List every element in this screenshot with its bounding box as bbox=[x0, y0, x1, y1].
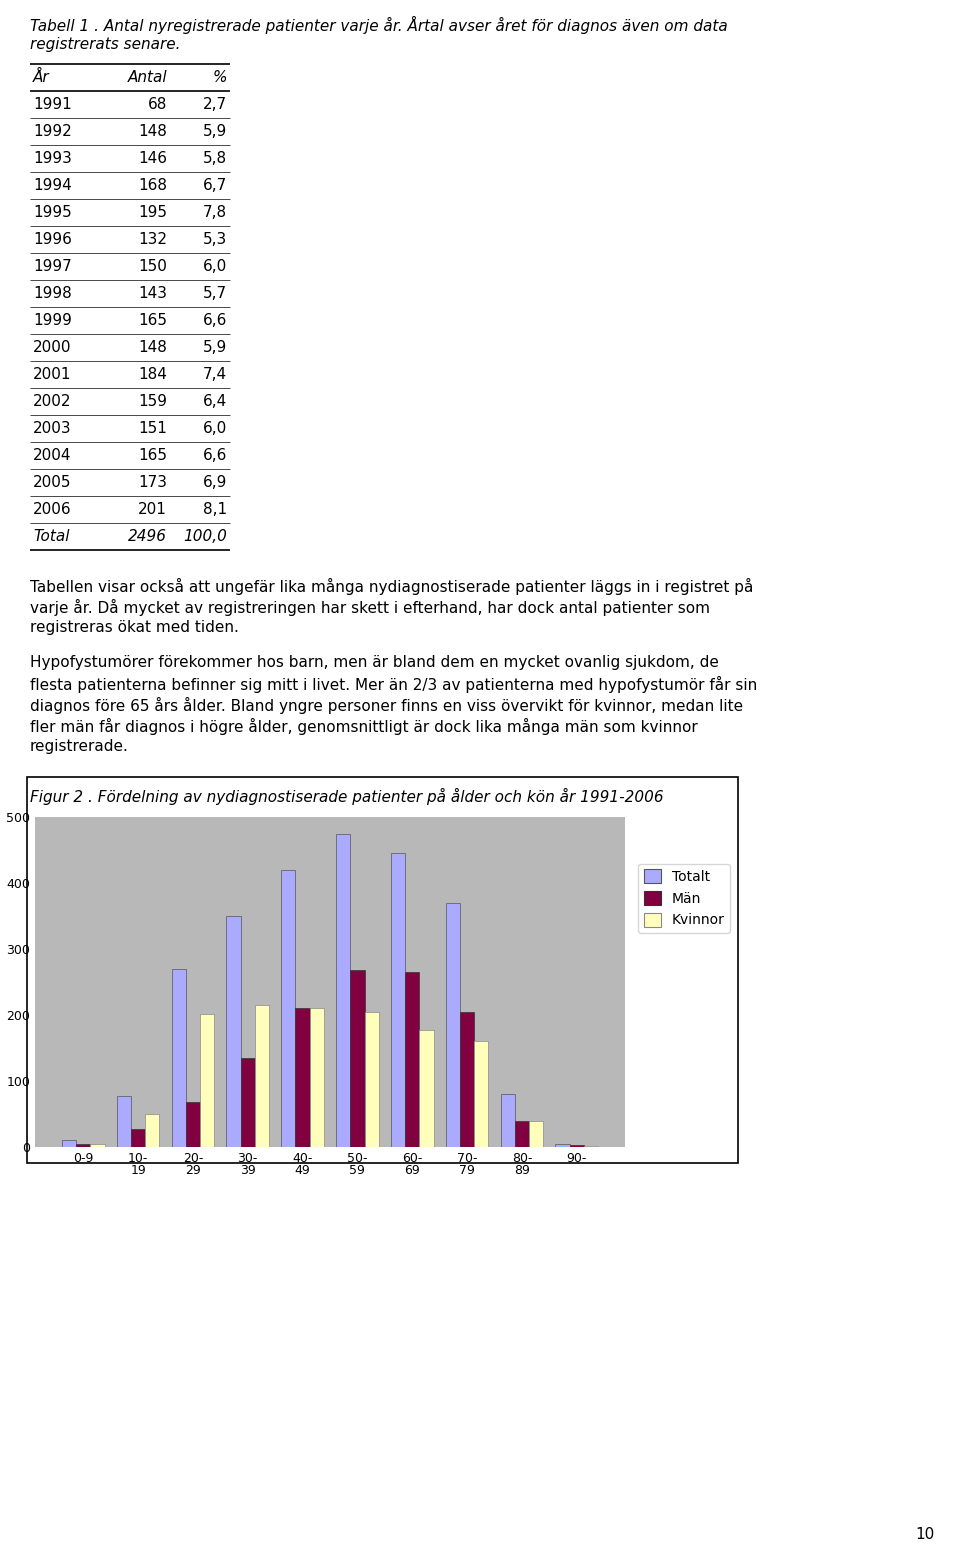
Text: varje år. Då mycket av registreringen har skett i efterhand, har dock antal pati: varje år. Då mycket av registreringen ha… bbox=[30, 599, 710, 616]
Text: 159: 159 bbox=[138, 395, 167, 409]
Text: 1997: 1997 bbox=[33, 259, 72, 275]
Text: 5,8: 5,8 bbox=[203, 151, 227, 165]
Text: Tabellen visar också att ungefär lika många nydiagnostiserade patienter läggs in: Tabellen visar också att ungefär lika må… bbox=[30, 579, 754, 594]
Text: 2006: 2006 bbox=[33, 502, 72, 516]
Bar bbox=[131, 1128, 145, 1147]
Text: 6,4: 6,4 bbox=[203, 395, 227, 409]
Text: 2004: 2004 bbox=[33, 448, 71, 463]
Text: fler män får diagnos i högre ålder, genomsnittligt är dock lika många män som kv: fler män får diagnos i högre ålder, geno… bbox=[30, 718, 698, 735]
Text: 1996: 1996 bbox=[33, 232, 72, 246]
Text: flesta patienterna befinner sig mitt i livet. Mer än 2/3 av patienterna med hypo: flesta patienterna befinner sig mitt i l… bbox=[30, 675, 757, 693]
Text: 10: 10 bbox=[916, 1527, 935, 1541]
Text: 5,9: 5,9 bbox=[203, 123, 227, 139]
Bar bbox=[336, 833, 350, 1147]
Text: %: % bbox=[212, 70, 227, 84]
Text: Figur 2 . Fördelning av nydiagnostiserade patienter på ålder och kön år 1991-200: Figur 2 . Fördelning av nydiagnostiserad… bbox=[30, 788, 663, 805]
Text: 148: 148 bbox=[138, 123, 167, 139]
Bar bbox=[186, 1101, 200, 1147]
Text: 6,0: 6,0 bbox=[203, 259, 227, 275]
Text: 2003: 2003 bbox=[33, 421, 72, 435]
Bar bbox=[281, 870, 296, 1147]
Text: 165: 165 bbox=[138, 314, 167, 328]
Text: 2,7: 2,7 bbox=[203, 97, 227, 112]
Bar bbox=[200, 1014, 214, 1147]
Bar bbox=[90, 1143, 105, 1147]
Text: 195: 195 bbox=[138, 204, 167, 220]
Text: Antal: Antal bbox=[128, 70, 167, 84]
Text: Total: Total bbox=[33, 529, 69, 544]
Text: 132: 132 bbox=[138, 232, 167, 246]
Text: 2000: 2000 bbox=[33, 340, 71, 356]
Text: 100,0: 100,0 bbox=[183, 529, 227, 544]
Text: 8,1: 8,1 bbox=[203, 502, 227, 516]
Text: 2496: 2496 bbox=[128, 529, 167, 544]
Text: 2005: 2005 bbox=[33, 474, 71, 490]
Text: 168: 168 bbox=[138, 178, 167, 193]
Bar bbox=[241, 1058, 254, 1147]
Text: 5,9: 5,9 bbox=[203, 340, 227, 356]
Text: Hypofystumörer förekommer hos barn, men är bland dem en mycket ovanlig sjukdom, : Hypofystumörer förekommer hos barn, men … bbox=[30, 655, 719, 669]
Text: 6,7: 6,7 bbox=[203, 178, 227, 193]
Text: 173: 173 bbox=[138, 474, 167, 490]
Text: diagnos före 65 års ålder. Bland yngre personer finns en viss övervikt för kvinn: diagnos före 65 års ålder. Bland yngre p… bbox=[30, 697, 743, 714]
Text: registreras ökat med tiden.: registreras ökat med tiden. bbox=[30, 619, 239, 635]
Bar bbox=[296, 1008, 310, 1147]
Text: 151: 151 bbox=[138, 421, 167, 435]
Bar bbox=[445, 903, 460, 1147]
Text: 165: 165 bbox=[138, 448, 167, 463]
Text: 5,3: 5,3 bbox=[203, 232, 227, 246]
Bar bbox=[310, 1008, 324, 1147]
Text: 150: 150 bbox=[138, 259, 167, 275]
Bar bbox=[529, 1120, 543, 1147]
Text: 2001: 2001 bbox=[33, 367, 71, 382]
Bar bbox=[405, 972, 420, 1147]
Text: 5,7: 5,7 bbox=[203, 285, 227, 301]
Text: 1991: 1991 bbox=[33, 97, 72, 112]
Text: 7,8: 7,8 bbox=[203, 204, 227, 220]
Bar bbox=[420, 1030, 434, 1147]
Bar bbox=[460, 1012, 474, 1147]
Bar bbox=[227, 916, 241, 1147]
Bar bbox=[61, 1140, 76, 1147]
Bar bbox=[172, 969, 186, 1147]
Bar bbox=[500, 1094, 515, 1147]
Text: 1994: 1994 bbox=[33, 178, 72, 193]
Bar bbox=[117, 1095, 131, 1147]
Text: 6,6: 6,6 bbox=[203, 448, 227, 463]
Text: 148: 148 bbox=[138, 340, 167, 356]
Text: 184: 184 bbox=[138, 367, 167, 382]
Bar bbox=[515, 1120, 529, 1147]
Bar bbox=[350, 970, 365, 1147]
Bar bbox=[254, 1005, 269, 1147]
Text: 1992: 1992 bbox=[33, 123, 72, 139]
Text: 68: 68 bbox=[148, 97, 167, 112]
Text: 6,6: 6,6 bbox=[203, 314, 227, 328]
Text: Tabell 1 . Antal nyregistrerade patienter varje år. Årtal avser året för diagnos: Tabell 1 . Antal nyregistrerade patiente… bbox=[30, 16, 728, 34]
Text: 1999: 1999 bbox=[33, 314, 72, 328]
Text: 1993: 1993 bbox=[33, 151, 72, 165]
Text: 143: 143 bbox=[138, 285, 167, 301]
Text: 201: 201 bbox=[138, 502, 167, 516]
Text: 7,4: 7,4 bbox=[203, 367, 227, 382]
Bar bbox=[569, 1145, 584, 1147]
Text: registrerats senare.: registrerats senare. bbox=[30, 37, 180, 51]
Bar bbox=[556, 1143, 569, 1147]
Bar bbox=[76, 1143, 90, 1147]
Bar bbox=[145, 1114, 159, 1147]
Text: År: År bbox=[33, 70, 50, 84]
Bar bbox=[391, 853, 405, 1147]
Legend: Totalt, Män, Kvinnor: Totalt, Män, Kvinnor bbox=[638, 864, 731, 933]
Text: 1998: 1998 bbox=[33, 285, 72, 301]
Text: 146: 146 bbox=[138, 151, 167, 165]
Text: 6,0: 6,0 bbox=[203, 421, 227, 435]
Text: 6,9: 6,9 bbox=[203, 474, 227, 490]
Text: 2002: 2002 bbox=[33, 395, 71, 409]
Text: 1995: 1995 bbox=[33, 204, 72, 220]
Bar bbox=[365, 1012, 379, 1147]
Text: registrerade.: registrerade. bbox=[30, 739, 129, 753]
Bar bbox=[474, 1042, 489, 1147]
